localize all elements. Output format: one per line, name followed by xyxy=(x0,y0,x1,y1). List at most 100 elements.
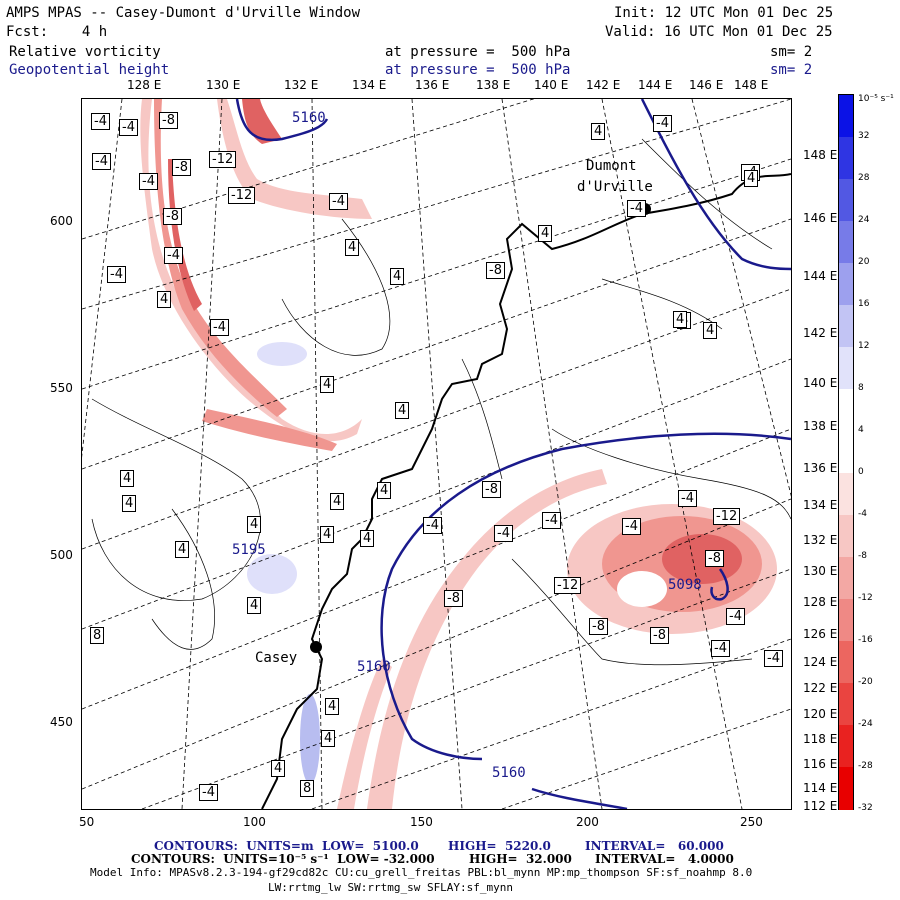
footer-model-info: Model Info: MPASv8.2.3-194-gf29cd82c CU:… xyxy=(90,866,753,879)
map-svg xyxy=(82,99,791,809)
vorticity-label: -4 xyxy=(119,119,138,136)
vorticity-label: -12 xyxy=(228,187,256,204)
colorbar-unit: 10⁻⁵ s⁻¹ xyxy=(858,94,894,104)
field-height-sm: sm= 2 xyxy=(770,62,813,78)
vorticity-label: 4 xyxy=(175,541,190,558)
vorticity-label: 4 xyxy=(395,402,410,419)
right-lon-label: 114 E xyxy=(803,781,838,795)
vorticity-label: 4 xyxy=(247,597,262,614)
height-label: 5160 xyxy=(492,765,526,781)
colorbar-band xyxy=(839,221,853,264)
vorticity-label: 4 xyxy=(157,291,172,308)
colorbar-label: -16 xyxy=(858,635,873,645)
vorticity-label: -4 xyxy=(494,525,513,542)
init-time: Init: 12 UTC Mon 01 Dec 25 xyxy=(614,5,834,21)
top-lon-label: 142 E xyxy=(586,78,621,92)
colorbar-label: 32 xyxy=(858,131,870,141)
colorbar-band xyxy=(839,389,853,432)
vorticity-label: -8 xyxy=(650,627,669,644)
colorbar-label: 0 xyxy=(858,467,864,477)
colorbar-band xyxy=(839,683,853,726)
lon-lat-grid xyxy=(82,99,791,809)
vorticity-label: -4 xyxy=(107,266,126,283)
vorticity-label: -4 xyxy=(164,247,183,264)
vorticity-label: 4 xyxy=(744,170,759,187)
vorticity-label: 4 xyxy=(360,530,375,547)
right-lon-label: 128 E xyxy=(803,595,838,609)
right-lon-label: 142 E xyxy=(803,326,838,340)
right-lon-label: 136 E xyxy=(803,461,838,475)
right-lon-label: 124 E xyxy=(803,655,838,669)
vorticity-label: 4 xyxy=(538,225,553,242)
right-lon-label: 116 E xyxy=(803,757,838,771)
top-lon-label: 146 E xyxy=(689,78,724,92)
colorbar-label: -12 xyxy=(858,593,873,603)
vorticity-label: -8 xyxy=(159,112,178,129)
vorticity-label: -8 xyxy=(482,481,501,498)
right-lon-label: 126 E xyxy=(803,627,838,641)
field-height-level: at pressure = 500 hPa xyxy=(385,62,571,78)
colorbar-label: 24 xyxy=(858,215,870,225)
place-label-durville: d'Urville xyxy=(577,179,653,195)
colorbar-label: -32 xyxy=(858,803,873,813)
colorbar xyxy=(838,94,854,810)
colorbar-band xyxy=(839,599,853,642)
height-label: 5160 xyxy=(292,110,326,126)
right-lon-label: 130 E xyxy=(803,564,838,578)
colorbar-band xyxy=(839,557,853,600)
vorticity-label: 4 xyxy=(345,239,360,256)
colorbar-band xyxy=(839,95,853,138)
right-lon-label: 144 E xyxy=(803,269,838,283)
right-lon-label: 146 E xyxy=(803,211,838,225)
vorticity-label: 4 xyxy=(320,376,335,393)
vorticity-label: -4 xyxy=(329,193,348,210)
right-lon-label: 140 E xyxy=(803,376,838,390)
right-lon-label: 118 E xyxy=(803,732,838,746)
right-lon-label: 148 E xyxy=(803,148,838,162)
colorbar-band xyxy=(839,347,853,390)
bottom-axis-label: 150 xyxy=(410,815,433,829)
vorticity-label: -4 xyxy=(622,518,641,535)
bottom-axis-label: 250 xyxy=(740,815,763,829)
colorbar-band xyxy=(839,515,853,558)
vorticity-label: 4 xyxy=(320,526,335,543)
forecast-hour: Fcst: 4 h xyxy=(6,24,108,40)
vorticity-label: -4 xyxy=(653,115,672,132)
colorbar-band xyxy=(839,263,853,306)
valid-time: Valid: 16 UTC Mon 01 Dec 25 xyxy=(605,24,833,40)
top-lon-label: 134 E xyxy=(352,78,387,92)
footer-vort-interval: INTERVAL= 4.0000 xyxy=(595,852,734,866)
colorbar-label: -8 xyxy=(858,551,867,561)
vorticity-label: -12 xyxy=(713,508,741,525)
vorticity-label: -4 xyxy=(423,517,442,534)
vorticity-label: 4 xyxy=(120,470,135,487)
colorbar-band xyxy=(839,767,853,810)
place-label-dumont: Dumont xyxy=(586,158,637,174)
left-axis-label: 550 xyxy=(50,381,73,395)
vorticity-fill xyxy=(140,99,777,809)
field-vorticity: Relative vorticity xyxy=(9,44,161,60)
right-lon-label: 112 E xyxy=(803,799,838,813)
field-height: Geopotential height xyxy=(9,62,170,78)
colorbar-band xyxy=(839,137,853,180)
top-lon-label: 130 E xyxy=(206,78,241,92)
footer-physics-info: LW:rrtmg_lw SW:rrtmg_sw SFLAY:sf_mynn xyxy=(268,881,514,894)
vorticity-label: 8 xyxy=(300,780,315,797)
vorticity-label: 4 xyxy=(377,482,392,499)
vorticity-label: 4 xyxy=(673,311,688,328)
right-lon-label: 138 E xyxy=(803,419,838,433)
vorticity-label: -4 xyxy=(542,512,561,529)
vorticity-label: -4 xyxy=(91,113,110,130)
colorbar-label: 16 xyxy=(858,299,870,309)
map-panel xyxy=(81,98,792,810)
coastline xyxy=(261,173,791,809)
vorticity-label: -8 xyxy=(486,262,505,279)
vorticity-label: 4 xyxy=(591,123,606,140)
vorticity-label: 4 xyxy=(321,730,336,747)
vorticity-label: -12 xyxy=(209,151,237,168)
height-contours xyxy=(235,99,791,809)
colorbar-label: 20 xyxy=(858,257,870,267)
right-lon-label: 132 E xyxy=(803,533,838,547)
left-axis-label: 450 xyxy=(50,715,73,729)
footer-height-interval: INTERVAL= 60.000 xyxy=(585,839,724,853)
